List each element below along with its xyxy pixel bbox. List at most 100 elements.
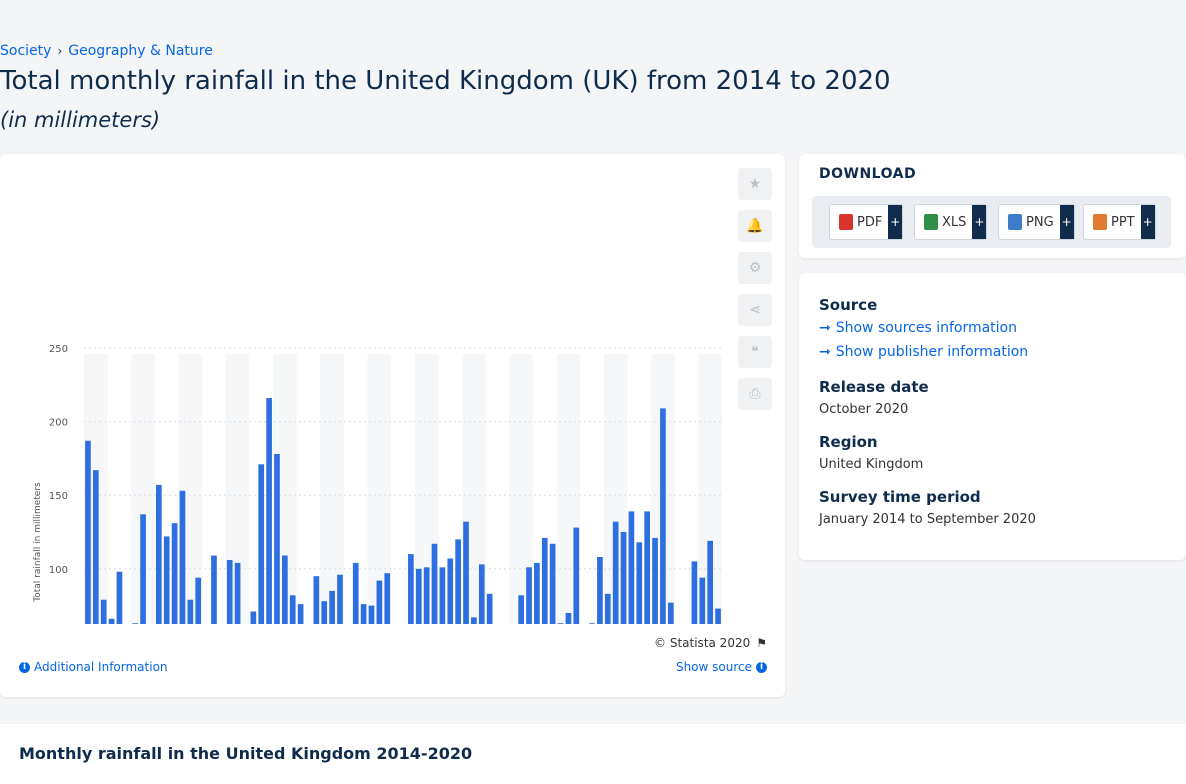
bar[interactable] — [526, 567, 532, 624]
show-publisher-link[interactable]: ➞ Show publisher information — [819, 344, 1028, 360]
bar[interactable] — [187, 599, 194, 624]
bar[interactable] — [628, 511, 635, 624]
bar[interactable] — [439, 567, 446, 624]
bar[interactable] — [100, 599, 107, 624]
bar[interactable] — [155, 484, 162, 624]
bar[interactable] — [691, 561, 698, 624]
bar[interactable] — [604, 593, 611, 624]
bar[interactable] — [274, 453, 280, 624]
bar[interactable] — [282, 555, 288, 624]
bar[interactable] — [667, 602, 674, 624]
bar[interactable] — [620, 532, 627, 624]
bar[interactable] — [447, 558, 454, 624]
download-card: DOWNLOAD PDF + XLS + PNG + PPT + — [799, 154, 1186, 258]
bar[interactable] — [408, 554, 414, 624]
bar[interactable] — [478, 564, 485, 624]
bar[interactable] — [415, 568, 422, 624]
bar[interactable] — [313, 576, 320, 624]
bar[interactable] — [226, 559, 233, 624]
bar[interactable] — [541, 537, 548, 624]
additional-information-link[interactable]: i Additional Information — [19, 660, 168, 674]
region-value: United Kingdom — [819, 457, 924, 472]
print-icon[interactable]: ⎙ — [738, 378, 772, 410]
bar[interactable] — [329, 590, 335, 624]
bar[interactable] — [455, 539, 461, 624]
description-title: Monthly rainfall in the United Kingdom 2… — [19, 744, 473, 763]
bar[interactable] — [116, 571, 123, 624]
bar[interactable] — [423, 567, 430, 624]
plus-icon[interactable]: + — [1059, 205, 1074, 239]
bar[interactable] — [431, 543, 438, 624]
bar[interactable] — [597, 557, 603, 624]
gear-icon[interactable]: ⚙ — [738, 252, 772, 284]
flag-icon[interactable]: ⚑ — [756, 636, 767, 650]
plus-icon[interactable]: + — [972, 205, 987, 239]
png-file-icon — [1008, 214, 1022, 230]
column-band — [320, 354, 344, 624]
bar[interactable] — [163, 536, 170, 624]
show-source-link[interactable]: Show source i — [676, 660, 767, 674]
bar[interactable] — [297, 604, 304, 624]
show-source-label: Show source — [675, 660, 752, 674]
bar[interactable] — [612, 521, 619, 624]
bar[interactable] — [463, 521, 469, 624]
region-heading: Region — [819, 433, 878, 451]
bar[interactable] — [636, 542, 643, 624]
share-icon[interactable]: ⋖ — [738, 294, 772, 326]
bar[interactable] — [234, 562, 241, 624]
bar[interactable] — [211, 555, 217, 624]
bar[interactable] — [360, 604, 367, 624]
download-xls-button[interactable]: XLS + — [914, 204, 988, 240]
bar[interactable] — [85, 440, 91, 624]
bar[interactable] — [384, 573, 391, 624]
arrow-right-icon: ➞ — [819, 320, 831, 336]
bar[interactable] — [337, 574, 343, 624]
bar[interactable] — [258, 464, 265, 624]
bell-icon[interactable]: 🔔 — [738, 210, 772, 242]
star-icon[interactable]: ★ — [738, 168, 772, 200]
bar[interactable] — [660, 408, 666, 624]
bar[interactable] — [534, 562, 540, 624]
bar[interactable] — [549, 543, 556, 624]
bar[interactable] — [352, 562, 359, 624]
bar[interactable] — [652, 537, 658, 624]
bar[interactable] — [368, 605, 375, 624]
download-png-button[interactable]: PNG + — [998, 204, 1075, 240]
breadcrumb-geography[interactable]: Geography & Nature — [68, 43, 213, 59]
bar[interactable] — [179, 490, 186, 624]
y-tick-label: 100 — [49, 565, 68, 576]
y-tick-label: 250 — [49, 344, 68, 355]
breadcrumb-society[interactable]: Society — [0, 43, 52, 59]
show-sources-link[interactable]: ➞ Show sources information — [819, 320, 1017, 336]
bar[interactable] — [707, 540, 714, 624]
bar[interactable] — [171, 523, 178, 624]
bar[interactable] — [250, 611, 257, 624]
download-xls-label: XLS — [942, 214, 967, 230]
bar[interactable] — [699, 577, 706, 624]
bar[interactable] — [108, 618, 115, 624]
bar[interactable] — [644, 511, 651, 624]
bar[interactable] — [92, 470, 99, 624]
quote-icon[interactable]: ❝ — [738, 336, 772, 368]
bar[interactable] — [266, 398, 272, 624]
plus-icon[interactable]: + — [1140, 205, 1155, 239]
bar[interactable] — [289, 595, 296, 624]
bar[interactable] — [518, 595, 524, 624]
bar[interactable] — [321, 601, 328, 624]
bar[interactable] — [132, 623, 139, 624]
bar[interactable] — [486, 593, 493, 624]
bar[interactable] — [589, 623, 595, 624]
pdf-file-icon — [839, 214, 853, 230]
bar[interactable] — [557, 623, 564, 624]
bar[interactable] — [195, 577, 202, 624]
download-pdf-button[interactable]: PDF + — [829, 204, 904, 240]
bar[interactable] — [140, 514, 146, 624]
plus-icon[interactable]: + — [888, 205, 903, 239]
bar[interactable] — [565, 612, 572, 624]
bar[interactable] — [573, 527, 580, 624]
bar[interactable] — [376, 580, 383, 624]
y-axis-label: Total rainfall in millimeters — [33, 482, 43, 603]
download-ppt-button[interactable]: PPT + — [1083, 204, 1156, 240]
bar[interactable] — [715, 608, 721, 624]
bar[interactable] — [471, 617, 477, 624]
